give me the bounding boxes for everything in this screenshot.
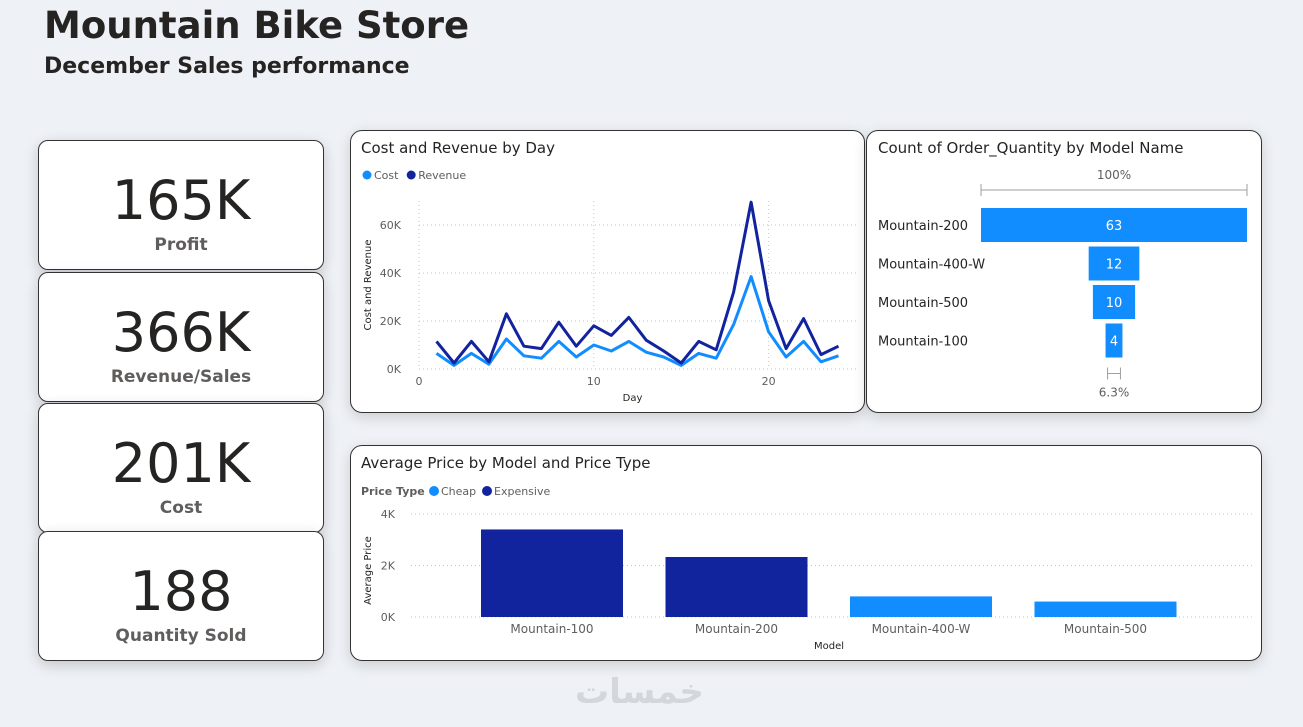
y-axis-label: Cost and Revenue bbox=[363, 240, 374, 331]
kpi-card-quantity[interactable]: 188 Quantity Sold bbox=[38, 531, 324, 661]
legend-label-cheap: Cheap bbox=[441, 485, 476, 498]
legend-marker-cheap bbox=[429, 486, 439, 496]
funnel-bar bbox=[1092, 285, 1136, 319]
line-chart: Cost and Revenue by Day Cost Revenue 0K 20K 4… bbox=[361, 139, 856, 404]
legend-marker-cost bbox=[362, 170, 372, 180]
kpi-label: Profit bbox=[154, 235, 208, 255]
bar-cheap bbox=[1034, 601, 1177, 617]
x-tick-label: Mountain-200 bbox=[695, 622, 778, 636]
page-subtitle: December Sales performance bbox=[44, 54, 410, 79]
funnel-chart: Count of Order_Quantity by Model Name 100… bbox=[878, 139, 1248, 400]
watermark: خمسات bbox=[575, 672, 704, 712]
chart-title: Count of Order_Quantity by Model Name bbox=[878, 139, 1183, 158]
bar-expensive bbox=[481, 529, 623, 617]
x-tick-label: 20 bbox=[762, 375, 776, 388]
y-tick-label: 4K bbox=[381, 508, 396, 521]
funnel-top-label: 100% bbox=[1097, 168, 1131, 182]
kpi-card-cost[interactable]: 201K Cost bbox=[38, 403, 324, 533]
kpi-value: 201K bbox=[111, 432, 251, 495]
legend-label-expensive: Expensive bbox=[494, 485, 550, 498]
series-line-revenue bbox=[435, 200, 840, 365]
bar-chart-card[interactable]: Average Price by Model and Price Type Pri… bbox=[350, 445, 1262, 661]
kpi-label: Quantity Sold bbox=[115, 626, 247, 646]
funnel-category-label: Mountain-200 bbox=[878, 219, 968, 234]
bar-cheap bbox=[850, 596, 992, 617]
funnel-bar bbox=[981, 208, 1247, 242]
y-tick-label: 40K bbox=[380, 267, 402, 280]
x-axis-label: Day bbox=[623, 393, 643, 404]
x-tick-label: 10 bbox=[587, 375, 601, 388]
series-line-cost bbox=[435, 275, 839, 367]
kpi-card-profit[interactable]: 165K Profit bbox=[38, 140, 324, 270]
y-tick-label: 60K bbox=[380, 219, 402, 232]
legend-marker-expensive bbox=[482, 486, 492, 496]
chart-title: Average Price by Model and Price Type bbox=[361, 454, 651, 472]
kpi-value: 188 bbox=[129, 560, 233, 623]
funnel-value-label: 12 bbox=[1106, 258, 1123, 273]
bar-expensive bbox=[665, 557, 808, 617]
kpi-value: 366K bbox=[111, 301, 251, 364]
x-tick-label: Mountain-100 bbox=[510, 622, 593, 636]
legend-label-cost: Cost bbox=[374, 169, 399, 182]
y-tick-label: 2K bbox=[381, 560, 396, 573]
chart-title: Cost and Revenue by Day bbox=[361, 139, 555, 157]
y-tick-label: 0K bbox=[387, 363, 402, 376]
x-tick-label: 0 bbox=[416, 375, 423, 388]
legend-title: Price Type bbox=[361, 485, 425, 498]
funnel-bottom-label: 6.3% bbox=[1099, 386, 1130, 400]
funnel-bar bbox=[1088, 246, 1140, 281]
x-tick-label: Mountain-500 bbox=[1064, 622, 1147, 636]
kpi-label: Cost bbox=[159, 498, 203, 518]
legend-label-revenue: Revenue bbox=[418, 169, 466, 182]
funnel-category-label: Mountain-500 bbox=[878, 296, 968, 311]
y-tick-label: 0K bbox=[381, 611, 396, 624]
funnel-value-label: 10 bbox=[1106, 296, 1123, 311]
y-axis-label: Average Price bbox=[363, 536, 374, 605]
kpi-card-revenue[interactable]: 366K Revenue/Sales bbox=[38, 272, 324, 402]
page-title: Mountain Bike Store bbox=[44, 4, 470, 47]
funnel-chart-card[interactable]: Count of Order_Quantity by Model Name 100… bbox=[866, 130, 1262, 413]
y-tick-label: 20K bbox=[380, 315, 402, 328]
funnel-bar bbox=[1105, 323, 1123, 358]
line-chart-card[interactable]: Cost and Revenue by Day Cost Revenue 0K 20K 4… bbox=[350, 130, 865, 413]
x-tick-label: Mountain-400-W bbox=[872, 622, 971, 636]
kpi-label: Revenue/Sales bbox=[110, 367, 252, 387]
funnel-value-label: 4 bbox=[1110, 335, 1118, 350]
kpi-value: 165K bbox=[111, 169, 251, 232]
funnel-category-label: Mountain-400-W bbox=[878, 258, 985, 273]
x-axis-label: Model bbox=[814, 641, 844, 652]
bar-chart: Average Price by Model and Price Type Pri… bbox=[361, 454, 1253, 652]
funnel-value-label: 63 bbox=[1106, 219, 1123, 234]
funnel-category-label: Mountain-100 bbox=[878, 335, 968, 350]
legend-marker-revenue bbox=[406, 170, 416, 180]
